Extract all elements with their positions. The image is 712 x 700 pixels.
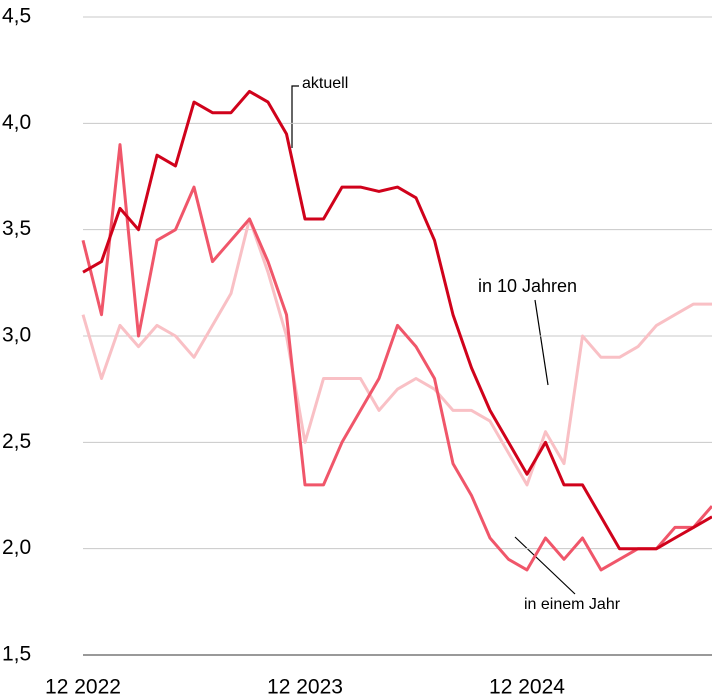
x-tick-label: 12 2023 bbox=[267, 676, 343, 699]
x-tick-label: 12 2024 bbox=[489, 676, 565, 699]
leader-line bbox=[291, 85, 299, 148]
leader-line bbox=[534, 299, 549, 386]
annotation: aktuell bbox=[302, 75, 348, 92]
y-tick-label: 3,0 bbox=[2, 324, 31, 347]
series-line bbox=[82, 89, 712, 551]
y-tick-label: 2,0 bbox=[2, 536, 31, 559]
y-tick-label: 1,5 bbox=[2, 643, 31, 666]
leader-line bbox=[514, 536, 576, 595]
x-tick-label: 12 2022 bbox=[45, 676, 121, 699]
annotation: in einem Jahr bbox=[524, 596, 621, 613]
series-line bbox=[81, 217, 712, 487]
y-tick-label: 4,0 bbox=[2, 111, 31, 134]
y-tick-label: 2,5 bbox=[2, 430, 31, 453]
y-tick-label: 4,5 bbox=[2, 5, 31, 28]
series-line bbox=[81, 143, 712, 572]
annotation: in 10 Jahren bbox=[478, 276, 577, 296]
y-tick-label: 3,5 bbox=[2, 217, 31, 240]
